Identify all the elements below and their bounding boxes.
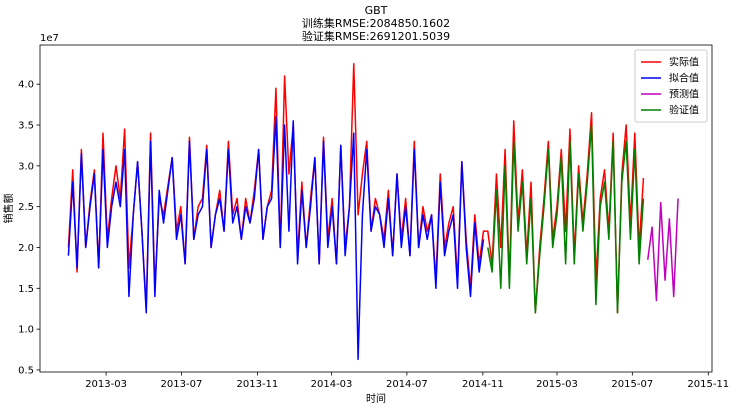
chart-title: 验证集RMSE:2691201.5039: [302, 29, 450, 43]
series-line: [647, 198, 679, 302]
x-tick-label: 2014-11: [462, 379, 504, 390]
x-tick-label: 2015-03: [536, 379, 578, 390]
legend-box: [634, 49, 708, 123]
series-line: [487, 124, 645, 314]
legend-label: 实际值: [669, 56, 699, 69]
legend-label: 预测值: [669, 88, 699, 101]
x-tick-label: 2013-03: [85, 379, 127, 390]
x-tick-label: 2014-07: [386, 379, 428, 390]
series-line: [67, 116, 485, 361]
y-tick-label: 0.5: [18, 365, 34, 376]
y-tick-label: 2.0: [18, 243, 34, 254]
y-tick-label: 3.5: [18, 121, 34, 132]
plot-frame: [39, 44, 713, 373]
y-tick-label: 4.0: [18, 80, 34, 91]
y-axis-label: 销售额: [2, 194, 15, 224]
y-tick-label: 1.0: [18, 325, 34, 336]
chart-title: 训练集RMSE:2084850.1602: [302, 16, 450, 30]
x-tick-label: 2015-11: [687, 379, 729, 390]
y-offset-label: 1e7: [40, 33, 59, 44]
legend-label: 验证值: [669, 104, 699, 117]
x-tick-label: 2015-07: [611, 379, 653, 390]
y-tick-label: 1.5: [18, 284, 34, 295]
x-tick-label: 2014-03: [311, 379, 353, 390]
chart-title: GBT: [365, 4, 388, 17]
x-tick-label: 2013-11: [237, 379, 279, 390]
legend-label: 拟合值: [669, 72, 699, 85]
y-tick-label: 3.0: [18, 161, 34, 172]
x-axis-label: 时间: [366, 392, 386, 405]
x-tick-label: 2013-07: [161, 379, 203, 390]
y-tick-label: 2.5: [18, 202, 34, 213]
